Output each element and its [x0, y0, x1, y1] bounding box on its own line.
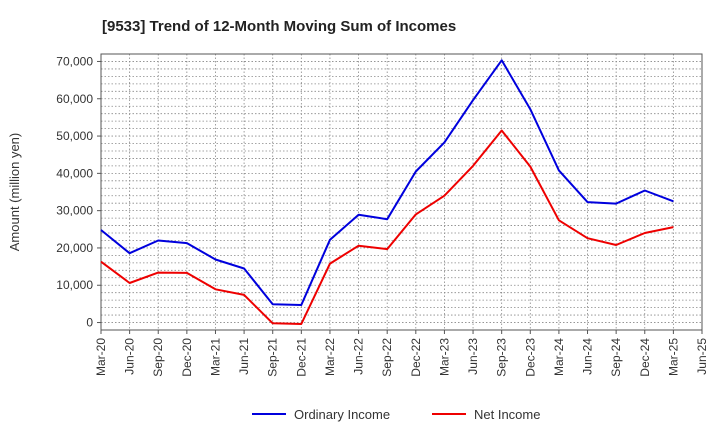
- series-lines: [100, 59, 674, 325]
- plot-area: [101, 54, 702, 330]
- x-tick-label: Sep-22: [380, 338, 394, 377]
- y-axis-label: Amount (million yen): [7, 133, 22, 252]
- x-axis: Mar-20 Jun-20 Sep-20 Dec-20 Mar-21 Jun-21 Sep-…: [94, 330, 709, 377]
- y-tick-label: 20,000: [56, 241, 93, 255]
- x-tick-label: Mar-22: [323, 338, 337, 376]
- legend-label-ordinary-income: Ordinary Income: [294, 407, 390, 422]
- y-tick-label: 40,000: [56, 166, 93, 180]
- x-tick-label: Dec-20: [180, 338, 194, 377]
- series-line-net-income: [100, 129, 674, 325]
- y-tick-label: 60,000: [56, 92, 93, 106]
- x-tick-label: Sep-24: [609, 338, 623, 377]
- plot-frame: [100, 53, 703, 331]
- chart-title: [9533] Trend of 12-Month Moving Sum of I…: [102, 18, 456, 35]
- x-tick-label: Dec-22: [409, 338, 423, 377]
- x-tick-label: Sep-21: [266, 338, 280, 377]
- x-tick-label: Jun-22: [352, 338, 366, 375]
- x-tick-label: Dec-24: [638, 338, 652, 377]
- x-tick-label: Sep-23: [495, 338, 509, 377]
- y-tick-label: 70,000: [56, 54, 93, 68]
- x-tick-label: Mar-21: [208, 338, 222, 376]
- x-tick-label: Jun-20: [123, 338, 137, 375]
- x-tick-label: Jun-25: [695, 338, 709, 375]
- y-tick-label: 30,000: [56, 204, 93, 218]
- y-tick-label: 0: [86, 316, 93, 330]
- x-tick-label: Mar-24: [552, 338, 566, 376]
- legend: Ordinary Income Net Income: [252, 407, 540, 422]
- y-tick-label: 10,000: [56, 278, 93, 292]
- series-line-ordinary-income: [100, 59, 674, 306]
- x-tick-label: Dec-23: [523, 338, 537, 377]
- y-tick-label: 50,000: [56, 129, 93, 143]
- x-tick-label: Jun-23: [466, 338, 480, 375]
- x-tick-label: Jun-24: [581, 338, 595, 375]
- x-tick-label: Jun-21: [237, 338, 251, 375]
- x-tick-label: Mar-23: [437, 338, 451, 376]
- legend-label-net-income: Net Income: [474, 407, 540, 422]
- x-tick-label: Mar-20: [94, 338, 108, 376]
- y-axis: 0 10,000 20,000 30,000 40,000 50,000 60,000 70,…: [56, 54, 101, 330]
- x-tick-label: Sep-20: [151, 338, 165, 377]
- x-tick-label: Mar-25: [666, 338, 680, 376]
- x-tick-label: Dec-21: [294, 338, 308, 377]
- grid-lines: [101, 54, 702, 330]
